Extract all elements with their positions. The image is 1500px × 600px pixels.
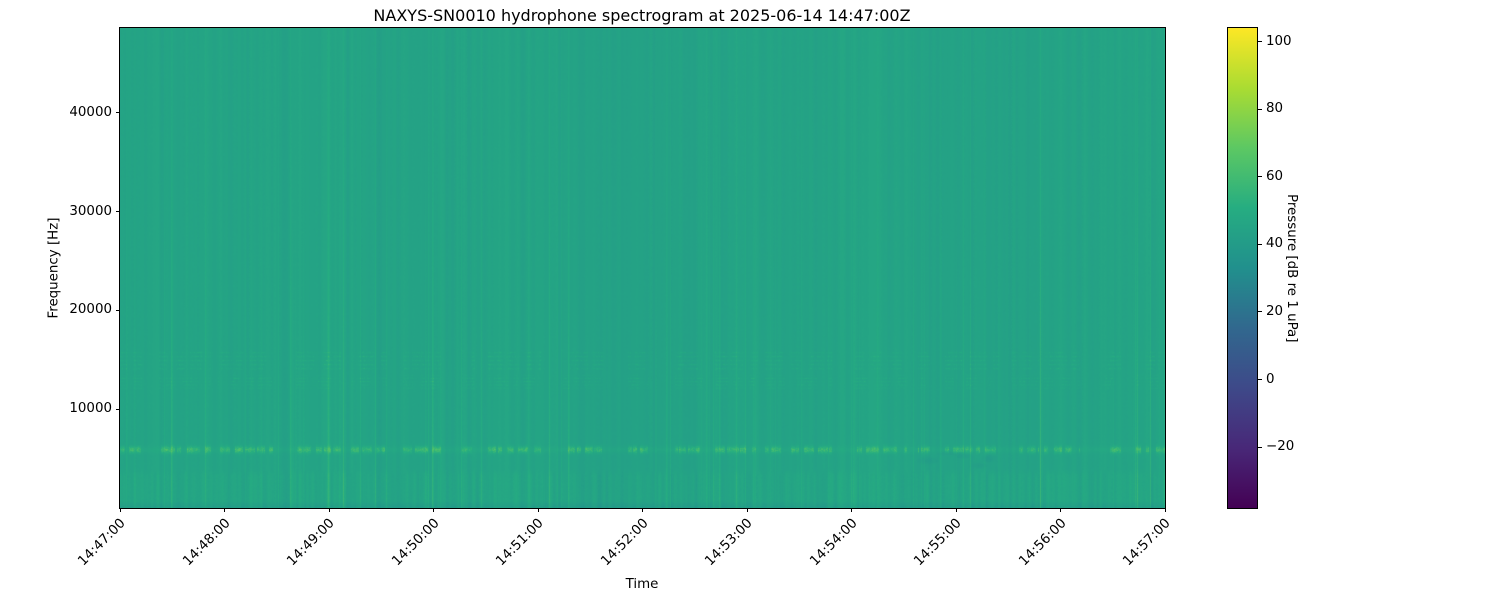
colorbar-label: Pressure [dB re 1 uPa] — [1284, 193, 1299, 343]
x-tick-label: 14:56:00 — [1015, 516, 1070, 570]
colorbar-tick-mark — [1258, 446, 1262, 448]
colorbar-tick-mark — [1258, 41, 1262, 43]
x-tick-label: 14:48:00 — [179, 516, 234, 570]
colorbar — [1228, 28, 1257, 508]
y-tick-label: 40000 — [69, 104, 112, 120]
colorbar-tick-label: 20 — [1266, 303, 1284, 319]
chart-title: NAXYS-SN0010 hydrophone spectrogram at 2… — [373, 6, 911, 25]
colorbar-tick-label: 100 — [1266, 33, 1292, 49]
x-tick-mark — [119, 508, 121, 512]
x-tick-mark — [1164, 508, 1166, 512]
x-tick-mark — [537, 508, 539, 512]
colorbar-tick-mark — [1258, 311, 1262, 313]
x-tick-label: 14:50:00 — [388, 516, 443, 570]
x-tick-mark — [955, 508, 957, 512]
colorbar-tick-mark — [1258, 379, 1262, 381]
colorbar-tick-mark — [1258, 176, 1262, 178]
x-tick-mark — [642, 508, 643, 512]
colorbar-tick-label: 0 — [1266, 371, 1275, 387]
y-tick-mark — [116, 112, 120, 114]
y-tick-label: 20000 — [69, 302, 112, 318]
x-tick-label: 14:47:00 — [75, 516, 129, 570]
x-tick-label: 14:49:00 — [284, 516, 338, 570]
x-tick-label: 14:51:00 — [493, 516, 547, 570]
y-tick-label: 30000 — [69, 203, 112, 219]
x-tick-mark — [1060, 508, 1061, 512]
colorbar-tick-label: 80 — [1266, 101, 1284, 117]
colorbar-tick-label: 40 — [1266, 236, 1284, 252]
x-tick-mark — [746, 508, 748, 512]
colorbar-tick-label: 60 — [1266, 168, 1284, 184]
x-tick-mark — [433, 508, 434, 512]
colorbar-tick-mark — [1258, 243, 1262, 245]
x-tick-mark — [224, 508, 225, 512]
x-tick-label: 14:55:00 — [911, 516, 965, 570]
x-axis-label: Time — [625, 577, 659, 592]
y-tick-mark — [116, 211, 120, 213]
colorbar-tick-label: −20 — [1266, 439, 1295, 455]
x-tick-label: 14:57:00 — [1120, 516, 1174, 570]
y-tick-label: 10000 — [69, 401, 112, 417]
x-tick-mark — [328, 508, 330, 512]
x-tick-mark — [851, 508, 852, 512]
colorbar-tick-mark — [1258, 108, 1262, 110]
y-tick-mark — [116, 408, 120, 410]
y-tick-mark — [116, 309, 120, 311]
x-tick-label: 14:54:00 — [806, 516, 861, 570]
spectrogram-heatmap — [120, 28, 1165, 508]
